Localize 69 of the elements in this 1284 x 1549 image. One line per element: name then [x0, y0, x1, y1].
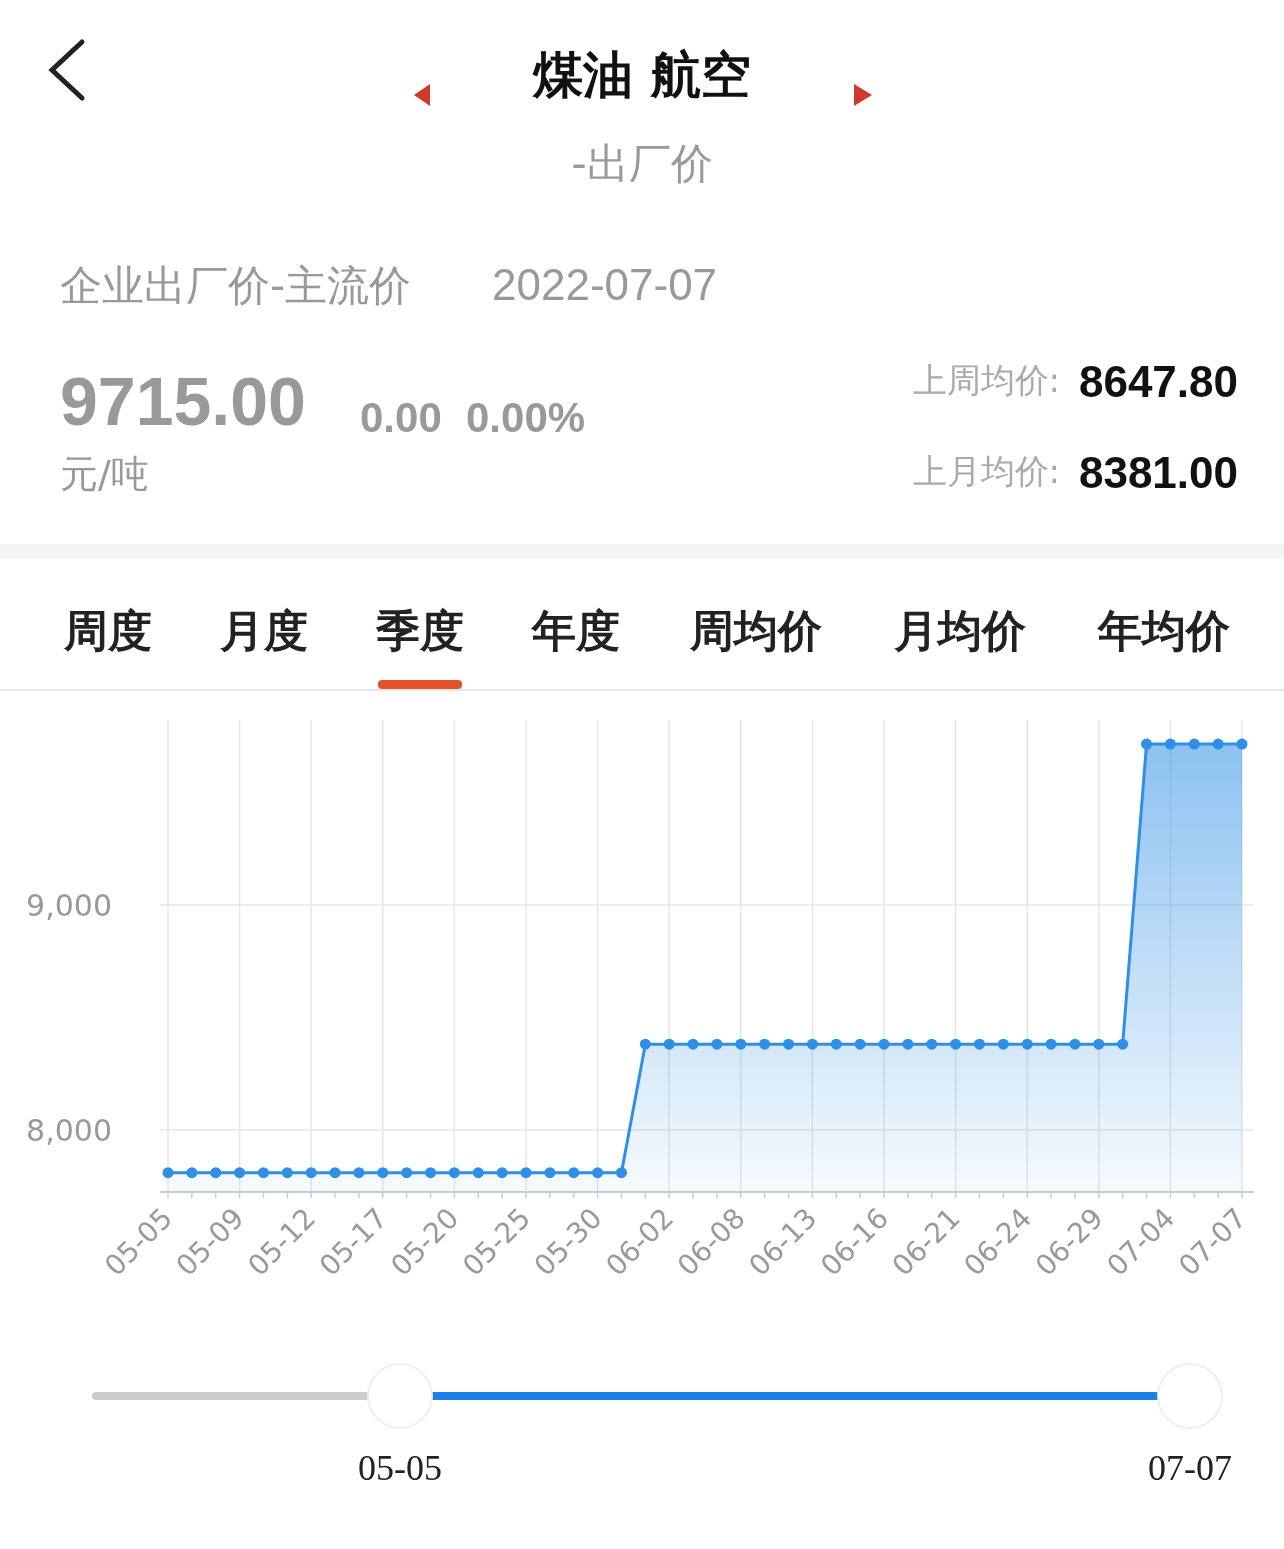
text: 0.00	[360, 394, 442, 441]
point	[830, 1038, 842, 1050]
text: 2022-07-07	[492, 260, 718, 309]
text: 周度	[63, 605, 152, 656]
point	[496, 1167, 508, 1179]
text: 07-07	[1148, 1448, 1232, 1488]
point	[472, 1167, 484, 1179]
point	[663, 1038, 675, 1050]
point	[1093, 1038, 1105, 1050]
point	[1117, 1038, 1129, 1050]
point	[711, 1038, 723, 1050]
point	[1188, 738, 1200, 750]
point	[162, 1167, 174, 1179]
point	[973, 1038, 985, 1050]
text: 月均价	[893, 605, 1027, 656]
point	[305, 1167, 317, 1179]
point	[950, 1038, 962, 1050]
chart-subtitle: -出厂价	[571, 139, 713, 188]
text: 05-05	[358, 1448, 442, 1488]
text: 年均价	[1097, 605, 1231, 656]
point	[520, 1167, 532, 1179]
point	[544, 1167, 556, 1179]
point	[186, 1167, 198, 1179]
point	[401, 1167, 413, 1179]
text: 9715.00	[60, 363, 306, 439]
point	[735, 1038, 747, 1050]
point	[210, 1167, 222, 1179]
point	[448, 1167, 460, 1179]
text: 0.00%	[466, 394, 586, 441]
point	[1069, 1038, 1081, 1050]
y-tick-label: 9,000	[26, 887, 112, 923]
text: 元/吨	[60, 452, 149, 496]
point	[1045, 1038, 1057, 1050]
point	[377, 1167, 389, 1179]
text: 月度	[219, 605, 308, 656]
y-tick-label: 8,000	[26, 1112, 112, 1148]
point	[687, 1038, 699, 1050]
point	[257, 1167, 269, 1179]
point	[759, 1038, 771, 1050]
text: 季度	[375, 605, 464, 656]
point	[568, 1167, 580, 1179]
text: 上月均价:	[912, 451, 1060, 491]
text: 周均价	[689, 605, 823, 656]
point	[329, 1167, 341, 1179]
text: 8381.00	[1078, 448, 1238, 497]
point	[926, 1038, 938, 1050]
chart-title: 煤油 航空	[531, 46, 751, 104]
point	[997, 1038, 1009, 1050]
point	[1021, 1038, 1033, 1050]
point	[639, 1038, 651, 1050]
point	[592, 1167, 604, 1179]
point	[281, 1167, 293, 1179]
point	[1141, 738, 1153, 750]
point	[878, 1038, 890, 1050]
point	[425, 1167, 437, 1179]
point	[1212, 738, 1224, 750]
point	[1164, 738, 1176, 750]
point	[783, 1038, 795, 1050]
point	[615, 1167, 627, 1179]
point	[902, 1038, 914, 1050]
point	[806, 1038, 818, 1050]
point	[353, 1167, 365, 1179]
point	[1236, 738, 1248, 750]
text: 年度	[531, 605, 620, 656]
point	[854, 1038, 866, 1050]
text: 8647.80	[1078, 357, 1238, 406]
text: 上周均价:	[912, 360, 1060, 400]
text: 企业出厂价-主流价	[60, 261, 412, 310]
point	[234, 1167, 246, 1179]
